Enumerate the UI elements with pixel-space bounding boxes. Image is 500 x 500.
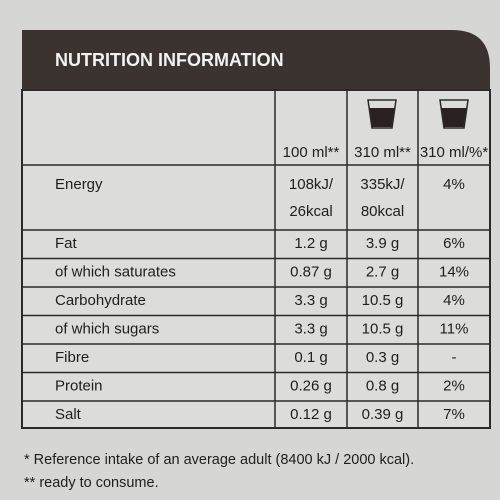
cell-value: 2%: [443, 378, 465, 395]
footnote: ** ready to consume.: [24, 475, 159, 491]
footnote: * Reference intake of an average adult (…: [24, 452, 414, 468]
cell-value: 0.87 g: [290, 264, 332, 281]
cell-value: 2.7 g: [366, 264, 399, 281]
cup-icons: [367, 99, 469, 129]
cell-value: 3.9 g: [366, 235, 399, 252]
cup-fill: [369, 108, 395, 127]
cell-value: 80kcal: [361, 203, 404, 220]
cell-value: 0.1 g: [294, 349, 327, 366]
nutrient-label: Fibre: [55, 349, 89, 366]
cup-icon: [367, 99, 397, 129]
cell-value: 335kJ/: [360, 176, 405, 193]
nutrient-label: Carbohydrate: [55, 292, 146, 309]
cell-value: 0.39 g: [362, 406, 404, 423]
header-band: [22, 30, 490, 90]
column-header: 100 ml**: [283, 144, 340, 161]
nutrient-label: of which sugars: [55, 321, 159, 338]
cell-value: 7%: [443, 406, 465, 423]
title: NUTRITION INFORMATION: [55, 50, 284, 70]
nutrient-label: of which saturates: [55, 264, 176, 281]
nutrient-label: Energy: [55, 176, 103, 193]
table-grid: [22, 90, 490, 428]
cell-value: 11%: [440, 321, 469, 338]
cell-value: 6%: [443, 235, 465, 252]
nutrient-label: Salt: [55, 406, 82, 423]
cell-value: 3.3 g: [294, 292, 327, 309]
cell-value: 108kJ/: [289, 176, 334, 193]
cell-value: -: [452, 349, 457, 366]
cell-value: 4%: [443, 176, 465, 193]
cell-value: 3.3 g: [294, 321, 327, 338]
cell-value: 10.5 g: [362, 292, 404, 309]
cell-value: 0.26 g: [290, 378, 332, 395]
cell-value: 4%: [443, 292, 465, 309]
cell-value: 0.8 g: [366, 378, 399, 395]
cup-fill: [441, 108, 467, 127]
cell-value: 0.12 g: [290, 406, 332, 423]
cell-value: 0.3 g: [366, 349, 399, 366]
nutrient-label: Protein: [55, 378, 103, 395]
nutrient-label: Fat: [55, 235, 78, 252]
cup-icon: [439, 99, 469, 129]
cell-value: 26kcal: [289, 203, 332, 220]
cell-value: 1.2 g: [294, 235, 327, 252]
cell-value: 14%: [439, 264, 469, 281]
cell-value: 10.5 g: [362, 321, 404, 338]
column-header: 310 ml**: [354, 144, 411, 161]
column-header: 310 ml/%*: [420, 144, 489, 161]
